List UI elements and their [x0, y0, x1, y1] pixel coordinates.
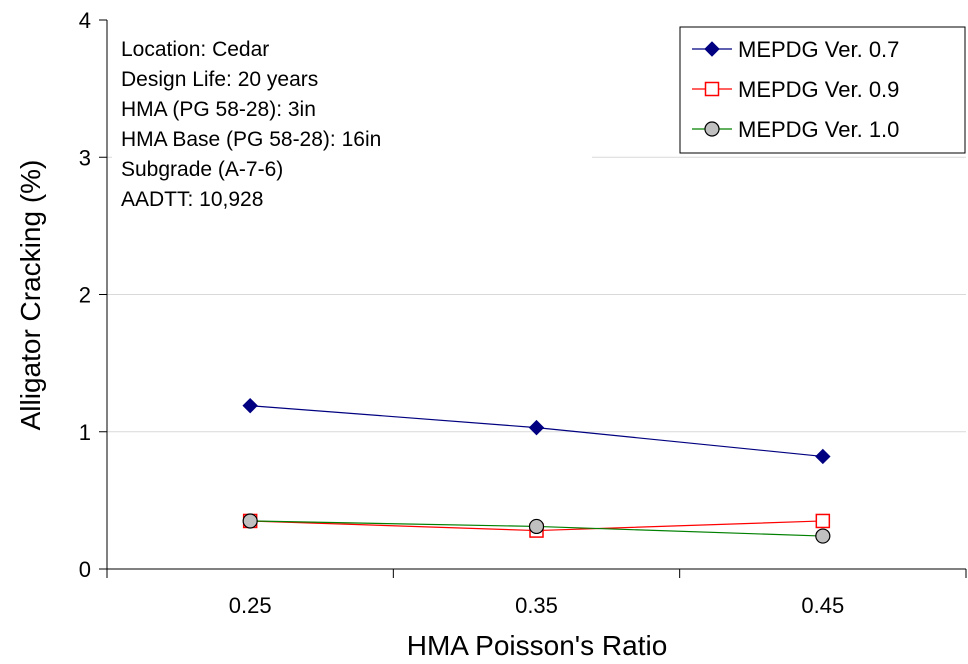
- data-point: [704, 121, 720, 137]
- data-point: [528, 419, 545, 436]
- data-point: [528, 518, 545, 535]
- annotation-box: [112, 28, 592, 246]
- annotation-line: Subgrade (A-7-6): [121, 158, 283, 181]
- x-tick-label: 0.45: [801, 593, 844, 618]
- legend-item: MEPDG Ver. 0.7: [692, 37, 899, 62]
- annotation-background: [112, 28, 592, 246]
- series-1: [242, 397, 831, 465]
- legend-item: MEPDG Ver. 0.9: [692, 77, 899, 102]
- legend-box: [679, 26, 966, 154]
- data-point: [815, 528, 831, 544]
- x-tick-label: 0.25: [229, 593, 272, 618]
- legend-item: MEPDG Ver. 1.0: [692, 117, 899, 142]
- data-point: [815, 448, 831, 465]
- legend-label: MEPDG Ver. 1.0: [738, 117, 899, 142]
- y-tick-label: 2: [79, 283, 91, 308]
- annotation-line: AADTT: 10,928: [121, 188, 263, 211]
- legend-label: MEPDG Ver. 0.7: [738, 37, 899, 62]
- axes: [99, 19, 967, 578]
- y-axis-title: Alligator Cracking (%): [15, 160, 46, 431]
- annotation-line: HMA (PG 58-28): 3in: [121, 98, 316, 121]
- y-tick-label: 4: [79, 8, 91, 33]
- y-tick-labels: 0 1 2 3 4: [79, 8, 91, 582]
- legend-label: MEPDG Ver. 0.9: [738, 77, 899, 102]
- x-axis-title: HMA Poisson's Ratio: [407, 630, 668, 661]
- x-tick-labels: 0.25 0.35 0.45: [229, 593, 844, 618]
- annotation-line: Design Life: 20 years: [121, 68, 318, 91]
- data-point: [815, 513, 831, 529]
- data-point: [704, 41, 720, 57]
- x-tick-label: 0.35: [515, 593, 558, 618]
- y-tick-label: 1: [79, 420, 91, 445]
- annotation-line: HMA Base (PG 58-28): 16in: [121, 128, 381, 151]
- y-tick-label: 0: [79, 557, 91, 582]
- data-point: [704, 81, 720, 97]
- annotation-text: Location: Cedar Design Life: 20 years HMA …: [121, 38, 381, 211]
- data-point: [242, 513, 258, 529]
- plot-series: [242, 397, 831, 544]
- annotation-line: Location: Cedar: [121, 38, 269, 61]
- y-tick-label: 3: [79, 145, 91, 170]
- legend: MEPDG Ver. 0.7 MEPDG Ver. 0.9 MEPDG Ver. 1…: [679, 26, 966, 154]
- data-point: [242, 397, 258, 414]
- series-3: [242, 513, 831, 544]
